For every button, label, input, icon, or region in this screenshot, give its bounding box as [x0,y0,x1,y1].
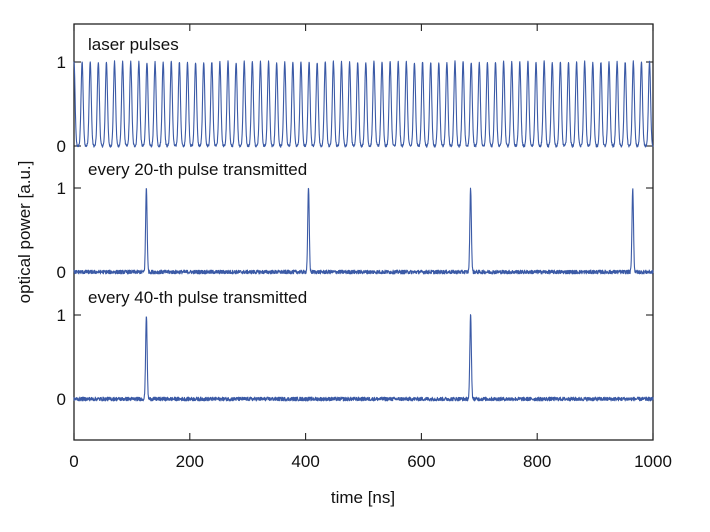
panel-3-trace [73,314,654,402]
xtick-label-800: 800 [523,452,551,471]
xtick-label-1000: 1000 [634,452,672,471]
panel-3-ytick-label-0: 0 [57,390,66,409]
xtick-label-600: 600 [407,452,435,471]
panel-2-label: every 20-th pulse transmitted [88,160,307,179]
plot-frame [73,23,654,441]
panel-2-ytick-label-1: 1 [57,179,66,198]
y-axis-title: optical power [a.u.] [15,161,34,304]
xtick-label-400: 400 [291,452,319,471]
panel-1-ytick-label-0: 0 [57,137,66,156]
x-axis: 0 200 400 600 800 1000 [69,24,672,471]
panel-1-ytick-label-1: 1 [57,53,66,72]
panel-2: every 20-th pulse transmitted 0 1 [57,160,654,282]
x-axis-title: time [ns] [331,488,395,507]
panel-1-label: laser pulses [88,35,179,54]
xtick-label-200: 200 [176,452,204,471]
panel-2-ytick-label-0: 0 [57,263,66,282]
xtick-label-0: 0 [69,452,78,471]
panel-3-ytick-label-1: 1 [57,306,66,325]
panel-2-trace [73,187,654,275]
panel-1: laser pulses 0 1 [57,35,654,156]
panel-3: every 40-th pulse transmitted 0 1 [57,288,654,409]
panel-1-trace [73,60,654,148]
panel-3-label: every 40-th pulse transmitted [88,288,307,307]
